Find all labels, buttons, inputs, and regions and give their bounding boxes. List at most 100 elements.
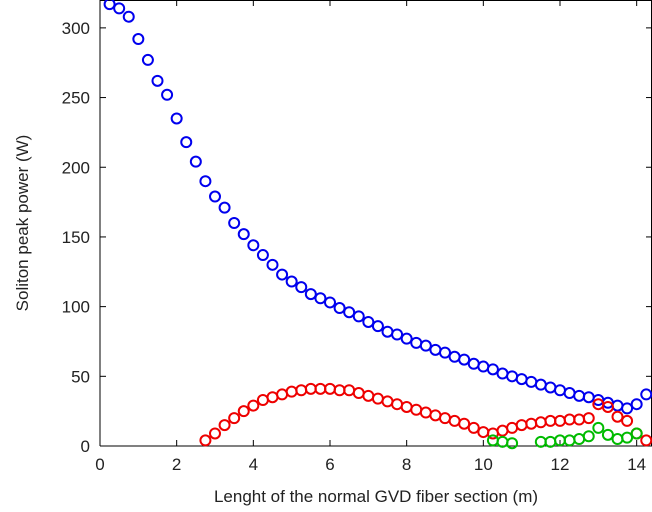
data-point — [630, 398, 643, 411]
data-point — [534, 416, 547, 429]
x-tick-label: 14 — [627, 455, 646, 474]
data-point — [573, 389, 586, 402]
y-tick-label: 200 — [62, 158, 90, 177]
data-point — [410, 336, 423, 349]
data-point — [209, 427, 221, 440]
data-point — [506, 437, 519, 450]
data-point — [458, 353, 471, 366]
data-point — [467, 357, 480, 370]
data-point — [343, 306, 356, 319]
data-point — [544, 414, 557, 427]
data-point — [554, 384, 566, 397]
data-point — [295, 384, 308, 397]
data-point — [573, 433, 586, 446]
x-tick-label: 2 — [172, 455, 181, 474]
data-point — [544, 381, 557, 394]
data-point — [237, 228, 250, 241]
data-point — [132, 33, 145, 46]
x-tick-label: 6 — [325, 455, 334, 474]
data-point — [563, 413, 576, 426]
series-2 — [199, 382, 652, 447]
data-point — [477, 360, 490, 373]
y-tick-label: 0 — [81, 437, 90, 456]
series-3 — [486, 421, 643, 450]
data-point — [256, 394, 269, 407]
data-point — [218, 201, 231, 214]
data-point — [601, 428, 614, 441]
data-point — [228, 412, 241, 425]
data-point — [141, 53, 154, 66]
data-point — [448, 414, 461, 427]
data-point — [458, 417, 471, 430]
data-point — [304, 288, 317, 301]
data-point — [247, 239, 260, 252]
data-point — [525, 417, 538, 430]
data-point — [592, 421, 605, 434]
data-point — [496, 435, 509, 448]
x-tick-label: 12 — [551, 455, 570, 474]
y-tick-label: 300 — [62, 19, 90, 38]
data-point — [525, 375, 538, 388]
data-point — [554, 414, 566, 427]
data-point — [113, 2, 126, 15]
data-point — [448, 350, 461, 363]
data-point — [439, 412, 451, 425]
data-point — [189, 155, 202, 168]
data-point — [400, 332, 413, 345]
data-point — [362, 389, 375, 402]
data-point — [640, 434, 652, 447]
data-point — [419, 339, 432, 352]
data-point — [371, 320, 384, 333]
data-point — [429, 409, 442, 422]
x-tick-label: 8 — [402, 455, 411, 474]
data-point — [381, 395, 394, 408]
data-point — [103, 0, 116, 11]
data-point — [611, 410, 624, 423]
y-tick-label: 150 — [62, 228, 90, 247]
data-point — [467, 421, 480, 434]
data-point — [209, 190, 221, 203]
x-axis-label: Lenght of the normal GVD fiber section (… — [214, 487, 538, 506]
x-tick-label: 10 — [474, 455, 493, 474]
data-point — [640, 388, 652, 401]
data-point — [429, 343, 442, 356]
data-point — [170, 112, 183, 125]
data-point — [266, 391, 279, 404]
data-point — [199, 175, 212, 188]
data-point — [314, 382, 327, 395]
data-point — [352, 387, 365, 400]
data-point — [630, 427, 643, 440]
data-point — [563, 434, 576, 447]
data-point — [400, 400, 413, 413]
data-point — [285, 275, 298, 288]
data-point — [324, 382, 336, 395]
x-tick-label: 4 — [249, 455, 258, 474]
data-point — [381, 325, 394, 338]
data-point — [333, 384, 346, 397]
data-point — [371, 392, 384, 405]
data-point — [295, 281, 308, 294]
data-point — [611, 399, 624, 412]
data-points — [103, 0, 652, 450]
data-point — [621, 402, 634, 415]
x-tick-label: 0 — [95, 455, 104, 474]
data-point — [247, 399, 260, 412]
data-point — [276, 268, 289, 281]
data-point — [218, 419, 231, 432]
y-axis-label: Soliton peak power (W) — [13, 135, 32, 312]
data-point — [515, 373, 528, 386]
data-point — [486, 434, 499, 447]
data-point — [343, 384, 356, 397]
data-point — [256, 249, 269, 262]
data-point — [477, 426, 490, 439]
data-point — [544, 435, 557, 448]
data-point — [352, 310, 365, 323]
data-point — [333, 302, 346, 315]
y-tick-label: 100 — [62, 298, 90, 317]
data-point — [237, 405, 250, 418]
data-point — [314, 292, 327, 305]
data-point — [582, 430, 595, 443]
data-point — [496, 367, 509, 380]
data-point — [621, 414, 634, 427]
data-point — [391, 398, 404, 411]
